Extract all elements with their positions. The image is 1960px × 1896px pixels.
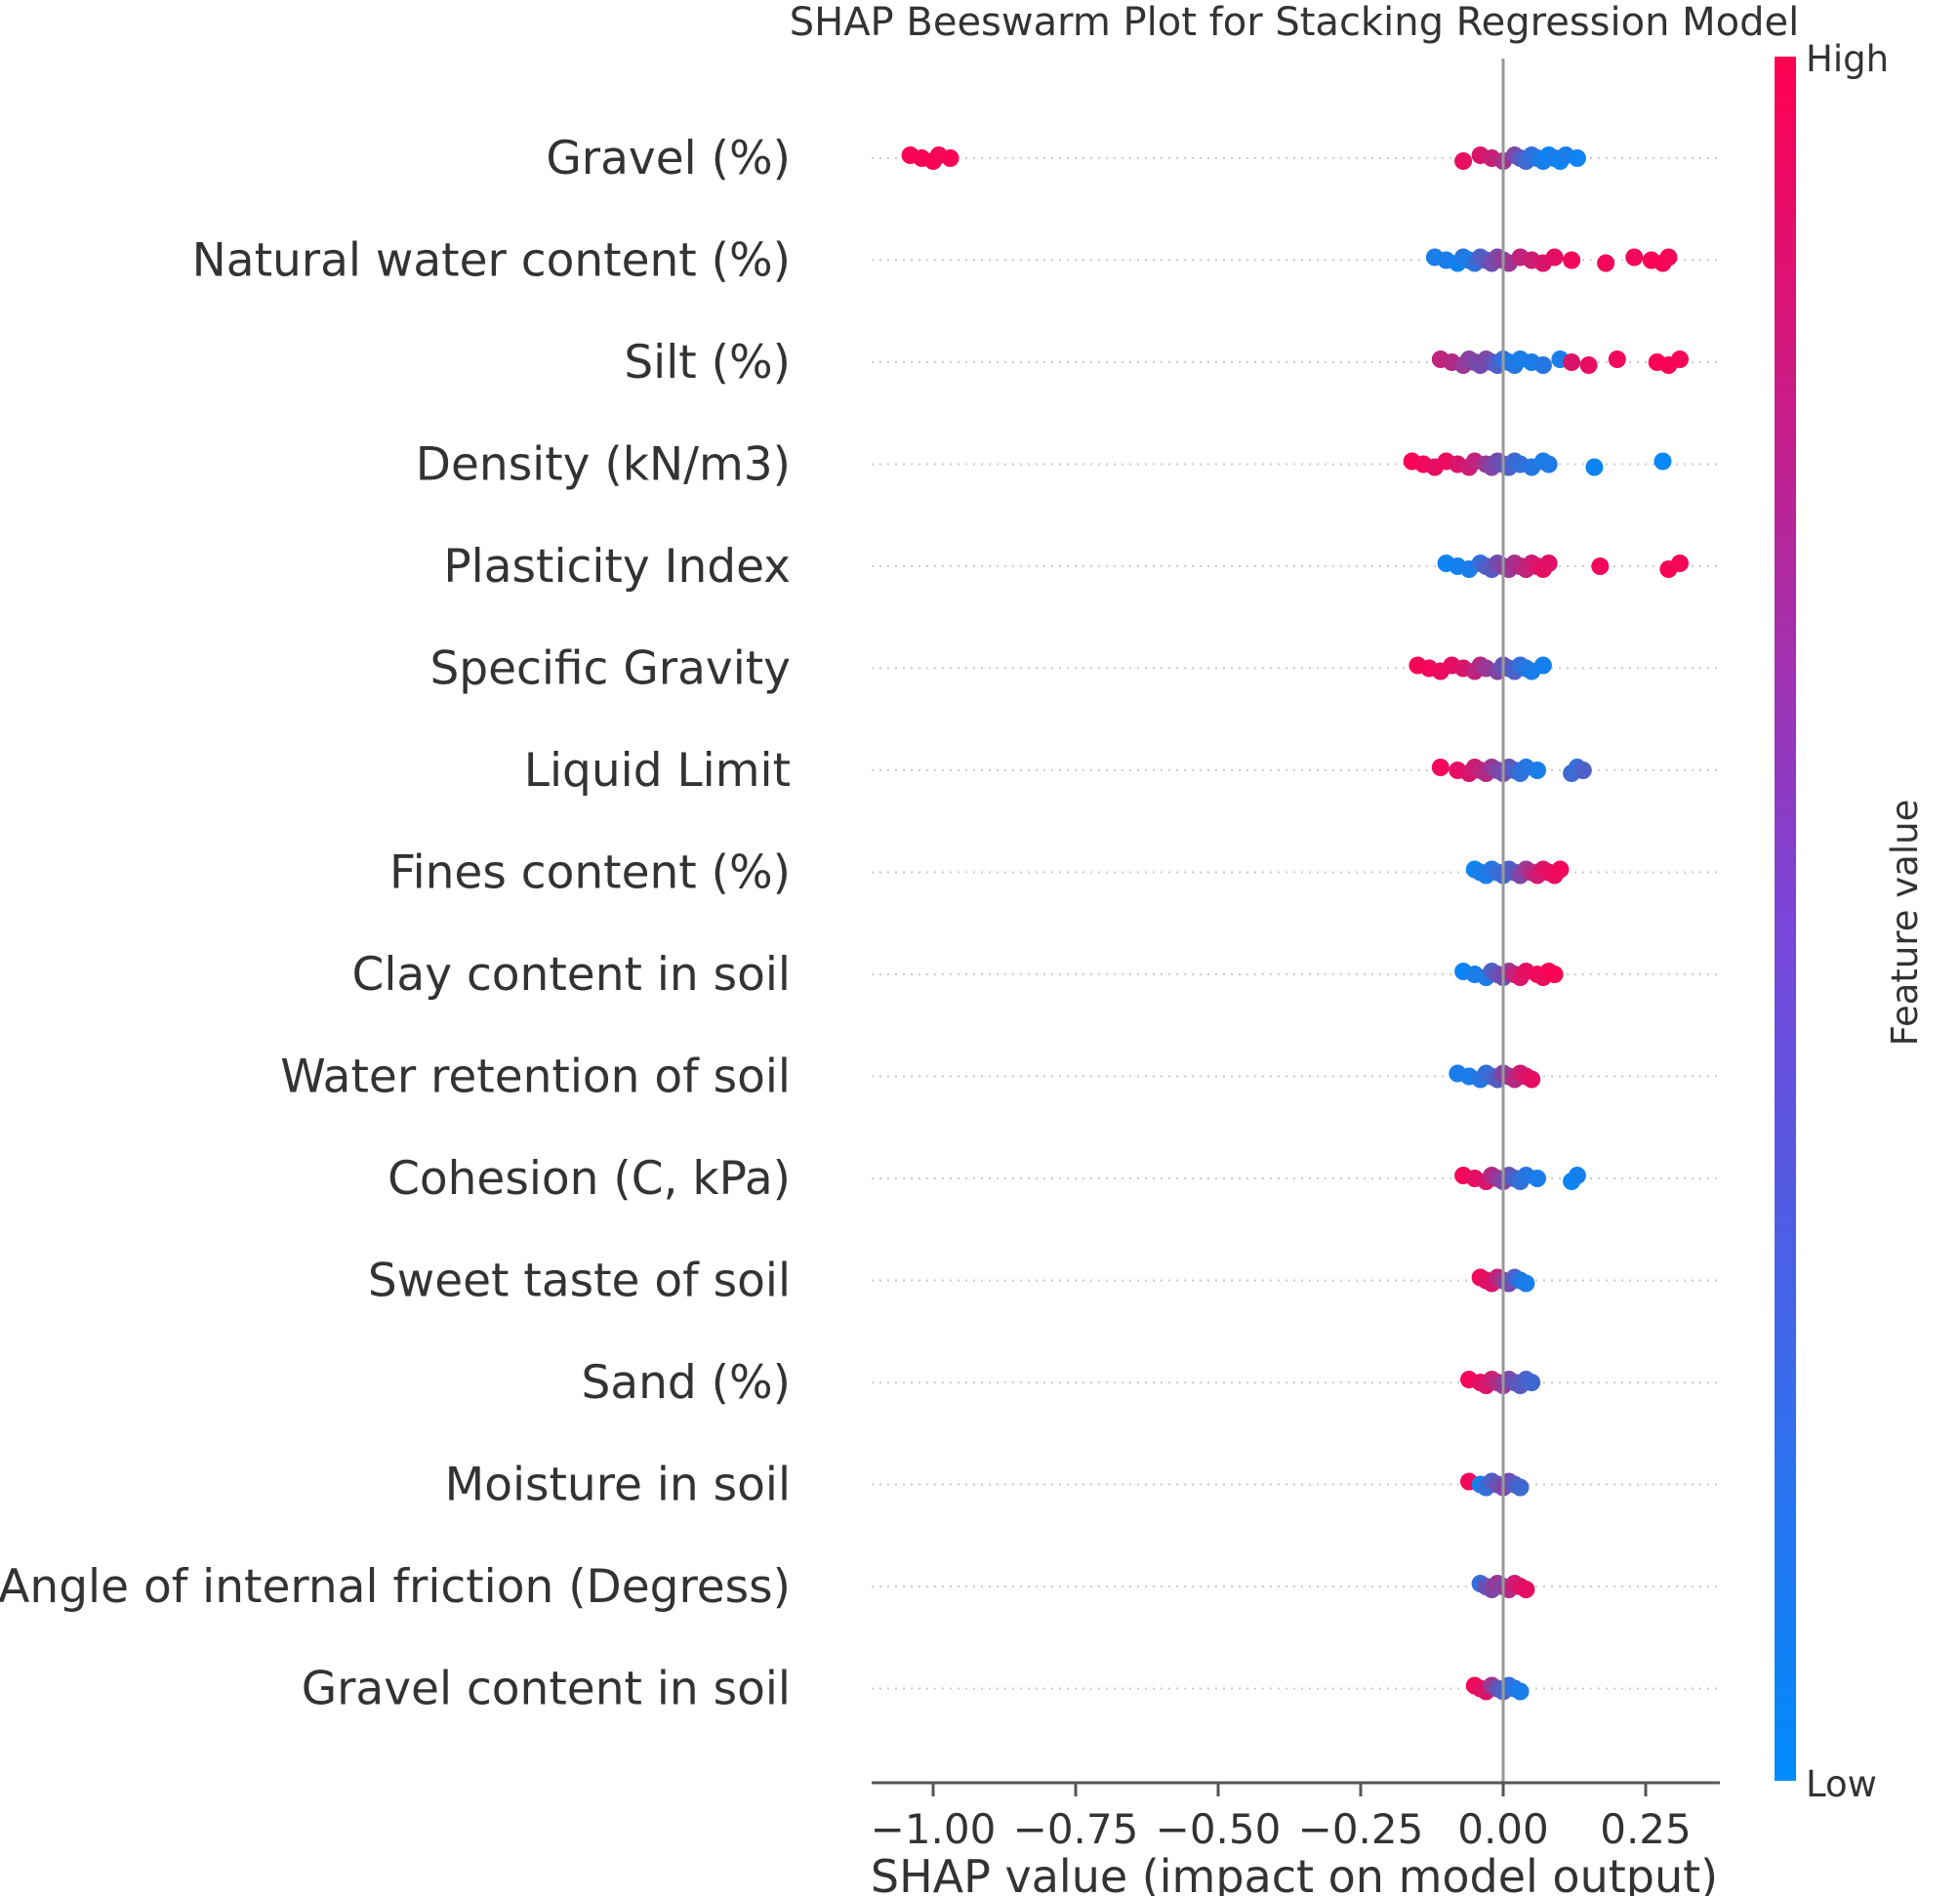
feature-row: Gravel content in soil (302, 1663, 1720, 1716)
feature-label: Gravel content in soil (302, 1663, 791, 1716)
feature-label: Plasticity Index (443, 540, 791, 594)
feature-label: Sand (%) (581, 1356, 791, 1410)
feature-row: Fines content (%) (389, 846, 1720, 900)
feature-row: Cohesion (C, kPa) (388, 1152, 1720, 1206)
feature-label: Specific Gravity (429, 642, 791, 696)
feature-label: Fines content (%) (389, 846, 791, 900)
feature-label: Silt (%) (624, 336, 791, 390)
feature-row: Density (kN/m3) (416, 438, 1720, 492)
shap-point (1591, 557, 1610, 575)
feature-row: Sand (%) (581, 1356, 1720, 1410)
x-tick-label: 0.00 (1457, 1805, 1549, 1853)
shap-point (1529, 762, 1546, 779)
shap-point (1511, 1682, 1530, 1701)
shap-point (1517, 1274, 1535, 1293)
colorbar-low-label: Low (1806, 1763, 1877, 1805)
feature-label: Liquid Limit (524, 744, 791, 798)
feature-row: Sweet taste of soil (368, 1255, 1720, 1308)
feature-row: Liquid Limit (524, 744, 1720, 798)
x-tick-label: −1.00 (871, 1805, 997, 1853)
feature-label: Natural water content (%) (192, 234, 791, 288)
shap-point (1671, 350, 1689, 368)
shap-point (1431, 759, 1450, 776)
shap-point (1529, 1170, 1546, 1187)
feature-label: Gravel (%) (546, 132, 791, 185)
feature-row: Natural water content (%) (192, 234, 1720, 288)
shap-point (1568, 149, 1586, 167)
feature-rows: Gravel (%) Natural water content (%) Silt … (0, 132, 1720, 1716)
feature-row: Water retention of soil (280, 1051, 1720, 1104)
shap-point (1659, 248, 1678, 267)
feature-row: Moisture in soil (445, 1459, 1720, 1512)
feature-label: Angle of internal friction (Degress) (0, 1560, 791, 1614)
shap-point (1545, 966, 1564, 983)
shap-point (1511, 1478, 1530, 1497)
shap-point (1573, 762, 1592, 779)
shap-point (1671, 555, 1689, 572)
feature-row: Specific Gravity (429, 642, 1720, 696)
shap-point (1597, 254, 1615, 272)
shap-point (1568, 1167, 1586, 1184)
colorbar-high-label: High (1806, 38, 1889, 80)
feature-row: Angle of internal friction (Degress) (0, 1560, 1720, 1614)
shap-point (1563, 251, 1581, 269)
shap-point (1654, 452, 1672, 471)
shap-point (1517, 1581, 1535, 1598)
shap-point (941, 149, 960, 167)
feature-label: Moisture in soil (445, 1459, 791, 1512)
feature-row: Silt (%) (624, 336, 1720, 390)
chart-title: SHAP Beeswarm Plot for Stacking Regressi… (790, 0, 1800, 45)
feature-label: Water retention of soil (280, 1051, 791, 1104)
colorbar-title: Feature value (1884, 800, 1926, 1047)
feature-row: Gravel (%) (546, 132, 1720, 185)
shap-point (1533, 356, 1552, 374)
feature-label: Density (kN/m3) (416, 438, 791, 492)
shap-point (1533, 656, 1552, 675)
shap-point (1551, 860, 1570, 879)
shap-point (1625, 248, 1644, 267)
shap-point (1539, 555, 1558, 572)
feature-label: Cohesion (C, kPa) (388, 1152, 791, 1206)
shap-point (1523, 1374, 1541, 1391)
shap-point (1454, 152, 1473, 170)
feature-label: Sweet taste of soil (368, 1255, 791, 1308)
shap-point (1608, 350, 1626, 368)
x-axis-label: SHAP value (impact on model output) (871, 1850, 1718, 1896)
x-tick-label: 0.25 (1600, 1805, 1692, 1853)
shap-point (1523, 1070, 1541, 1089)
feature-label: Clay content in soil (352, 948, 791, 1002)
shap-point (1579, 356, 1598, 374)
x-ticks: −1.00 −0.75 −0.50 −0.25 0.00 0.25 (871, 1783, 1692, 1853)
x-tick-label: −0.75 (1013, 1805, 1139, 1853)
feature-row: Clay content in soil (352, 948, 1720, 1002)
x-tick-label: −0.25 (1298, 1805, 1424, 1853)
shap-point (1539, 455, 1558, 474)
feature-row: Plasticity Index (443, 540, 1720, 594)
shap-point (1545, 248, 1564, 267)
colorbar (1775, 57, 1796, 1781)
x-tick-label: −0.50 (1156, 1805, 1282, 1853)
shap-point (1585, 458, 1604, 476)
shap-point (1563, 353, 1581, 371)
